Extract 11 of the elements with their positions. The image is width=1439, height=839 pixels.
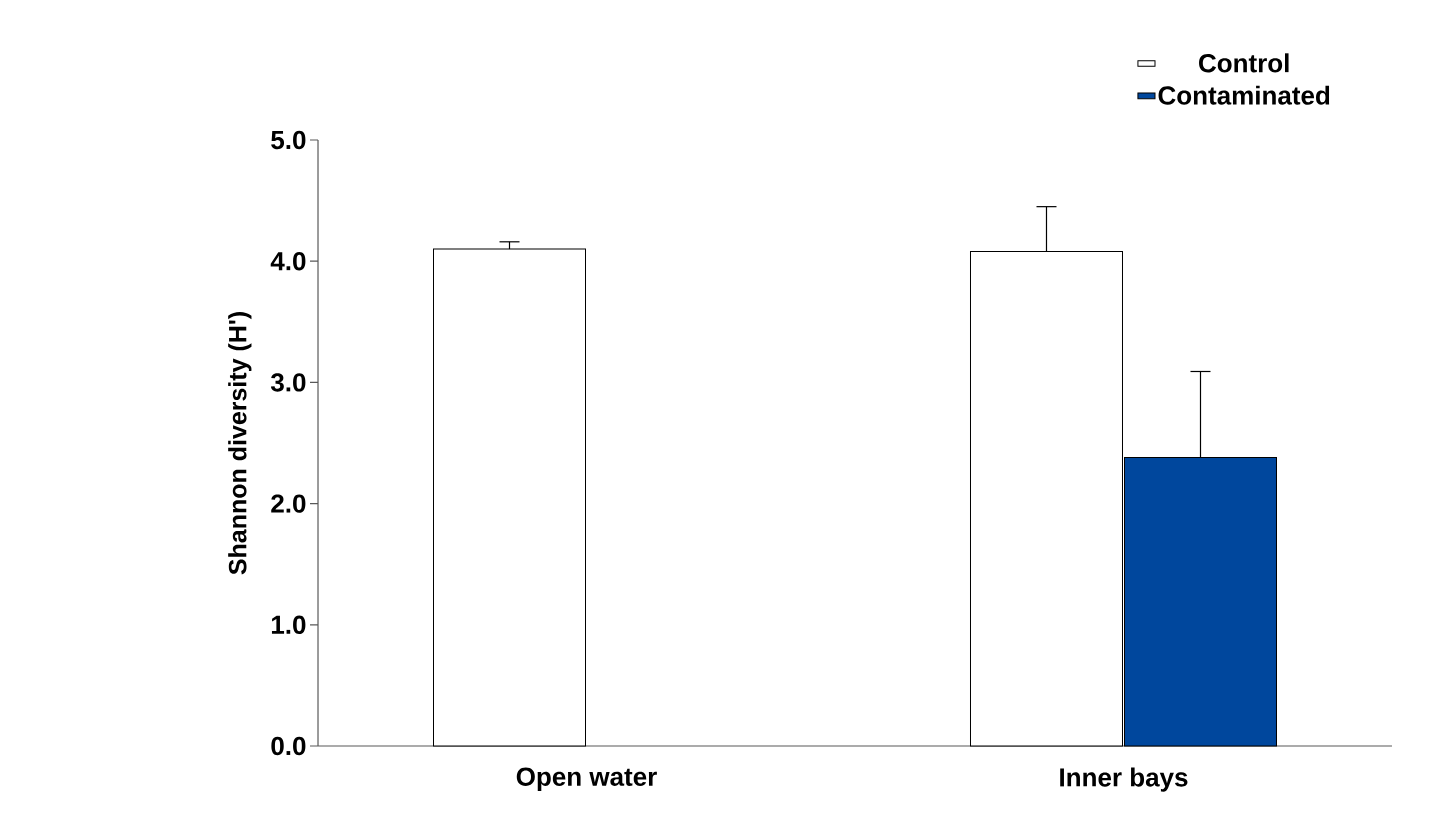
legend-label: Contaminated [1158, 85, 1330, 105]
y-tick-label: 0.0 [271, 736, 306, 756]
y-tick-label: 2.0 [271, 494, 306, 513]
y-tick-label: 3.0 [270, 373, 306, 392]
y-tick-label: 5.0 [271, 130, 306, 150]
y-tick-label: 4.0 [270, 251, 306, 271]
y-tick-label: 1.0 [271, 615, 306, 634]
x-tick-label: Inner bays [1060, 767, 1188, 792]
legend-label: Control [1199, 53, 1289, 73]
y-axis-title: Shannon diversity (H') [228, 312, 252, 575]
x-tick-label: Open water [516, 767, 657, 792]
